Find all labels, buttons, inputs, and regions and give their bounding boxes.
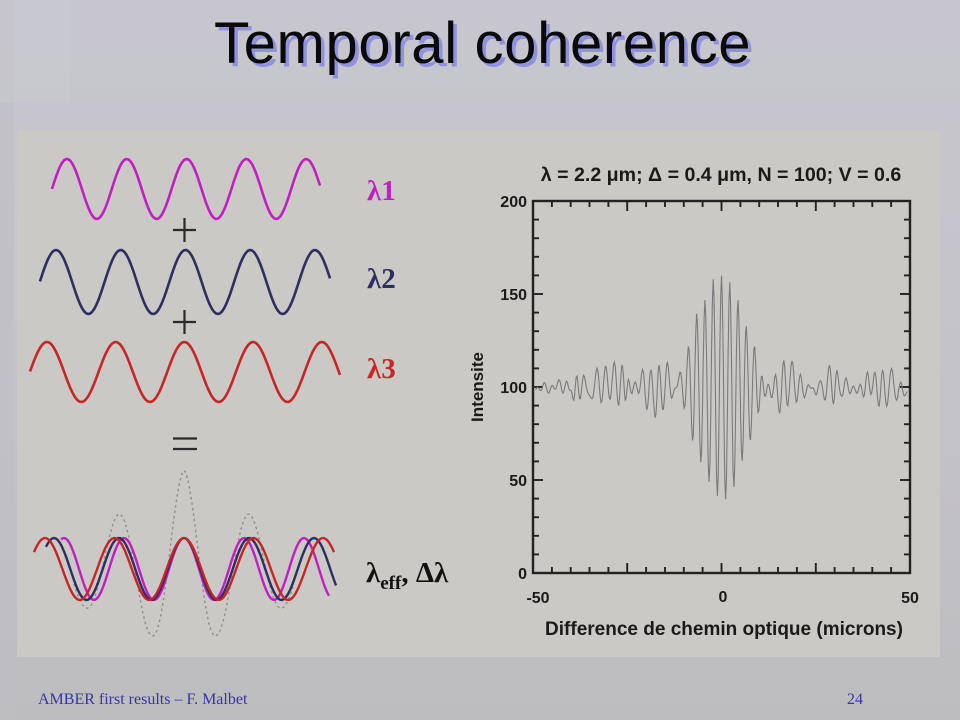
svg-text:50: 50 [509,473,527,490]
svg-text:λ = 2.2 μm; Δ = 0.4 μm, N = 10: λ = 2.2 μm; Δ = 0.4 μm, N = 100; V = 0.6 [541,164,902,186]
svg-text:Difference de chemin optique (: Difference de chemin optique (microns) [545,619,903,640]
svg-text:100: 100 [500,380,527,397]
svg-text:50: 50 [901,590,919,607]
svg-text:200: 200 [500,194,527,211]
svg-text:λeff, Δλ: λeff, Δλ [366,557,449,594]
svg-text:150: 150 [500,287,527,304]
svg-text:Intensite: Intensite [468,352,487,422]
svg-text:0: 0 [719,589,728,606]
svg-text:0: 0 [518,566,527,583]
svg-text:λ1: λ1 [367,175,396,207]
svg-text:λ2: λ2 [367,263,396,295]
svg-text:λ3: λ3 [367,353,396,385]
svg-text:-50: -50 [526,590,549,607]
